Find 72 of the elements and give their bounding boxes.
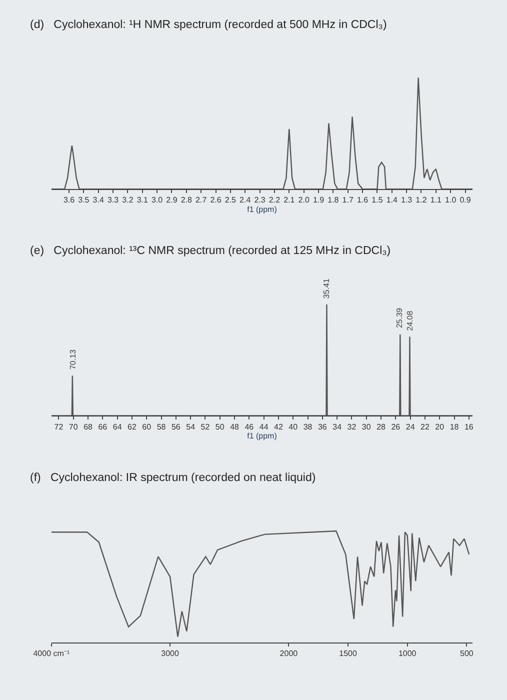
x-tick-label: 3.2: [122, 196, 134, 205]
x-tick-label: 0.9: [460, 196, 472, 205]
x-axis-title: f1 (ppm): [247, 204, 278, 214]
x-tick-label: 1000: [398, 649, 417, 658]
x-tick-label: 1500: [339, 649, 358, 658]
x-tick-label: 48: [230, 422, 240, 432]
x-tick-label: 2.9: [166, 196, 178, 205]
x-tick-label: 38: [303, 422, 313, 432]
x-tick-label: 3.6: [63, 196, 76, 205]
x-tick-label: 58: [156, 422, 166, 432]
annotation: 70.13: [68, 348, 78, 370]
x-tick-label: 20: [435, 422, 445, 432]
x-tick-label: 28: [376, 422, 386, 432]
x-tick-label: 3.3: [107, 196, 120, 205]
x-tick-label: 44: [259, 422, 269, 432]
x-tick-label: 66: [98, 422, 108, 432]
x-tick-label: 4000 cm⁻¹: [33, 649, 70, 658]
x-tick-label: 36: [318, 422, 328, 432]
x-tick-label: 1.1: [430, 196, 442, 205]
x-tick-label: 16: [464, 422, 474, 432]
x-tick-label: 500: [460, 649, 474, 658]
x-tick-label: 52: [200, 422, 210, 432]
x-tick-label: 1.6: [356, 196, 369, 205]
x-tick-label: 18: [450, 422, 460, 432]
x-tick-label: 1.3: [400, 196, 413, 205]
x-tick-label: 2.5: [224, 196, 237, 205]
x-tick-label: 30: [362, 422, 372, 432]
chart-title: (d) Cyclohexanol: ¹H NMR spectrum (recorded at 500 MHz in CDCl₃): [30, 19, 387, 31]
chart-title: (e) Cyclohexanol: ¹³C NMR spectrum (recorded at 125 MHz in CDCl₃): [30, 245, 391, 257]
x-tick-label: 2.0: [298, 196, 310, 205]
x-tick-label: 72: [54, 422, 64, 432]
x-tick-label: 1.2: [416, 196, 428, 205]
annotation: 25.39: [395, 307, 404, 328]
x-tick-label: 46: [244, 422, 254, 432]
x-tick-label: 22: [420, 422, 430, 432]
x-tick-label: 2.7: [196, 196, 208, 205]
x-axis-title: f1 (ppm): [247, 431, 278, 440]
x-tick-label: 42: [274, 422, 284, 432]
x-tick-label: 1.8: [328, 196, 340, 205]
annotation: 24.08: [406, 310, 415, 331]
x-tick-label: 3.1: [136, 196, 148, 205]
x-tick-label: 64: [112, 422, 122, 432]
x-tick-label: 1.4: [386, 196, 398, 205]
x-tick-label: 24: [406, 422, 416, 432]
x-tick-label: 2.1: [284, 196, 296, 205]
x-tick-label: 1.5: [372, 196, 384, 205]
x-tick-label: 54: [186, 422, 196, 432]
chart-title: (f) Cyclohexanol: IR spectrum (recorded on neat liquid): [30, 472, 316, 484]
x-tick-label: 56: [171, 422, 181, 432]
x-tick-label: 2.8: [180, 196, 193, 205]
x-tick-label: 60: [142, 422, 152, 432]
x-tick-label: 34: [332, 422, 342, 432]
x-tick-label: 2.6: [210, 196, 222, 205]
x-tick-label: 2.2: [268, 196, 281, 205]
x-tick-label: 2.4: [240, 196, 252, 205]
x-tick-label: 3.4: [92, 196, 104, 205]
x-tick-label: 40: [288, 422, 298, 432]
x-tick-label: 1.7: [342, 196, 354, 205]
x-tick-label: 26: [391, 422, 401, 432]
x-tick-label: 2.3: [254, 196, 266, 205]
annotation: 35.41: [322, 278, 331, 299]
x-tick-label: 1.9: [312, 196, 325, 205]
x-tick-label: 32: [347, 422, 357, 432]
x-tick-label: 2000: [280, 649, 298, 658]
x-tick-label: 70: [68, 422, 78, 432]
x-tick-label: 3.0: [152, 196, 164, 205]
x-tick-label: 68: [84, 422, 94, 432]
x-tick-label: 50: [215, 422, 225, 432]
x-tick-label: 62: [128, 422, 137, 432]
x-tick-label: 3.5: [78, 196, 90, 205]
x-tick-label: 1.0: [445, 196, 457, 205]
x-tick-label: 3000: [161, 649, 180, 658]
